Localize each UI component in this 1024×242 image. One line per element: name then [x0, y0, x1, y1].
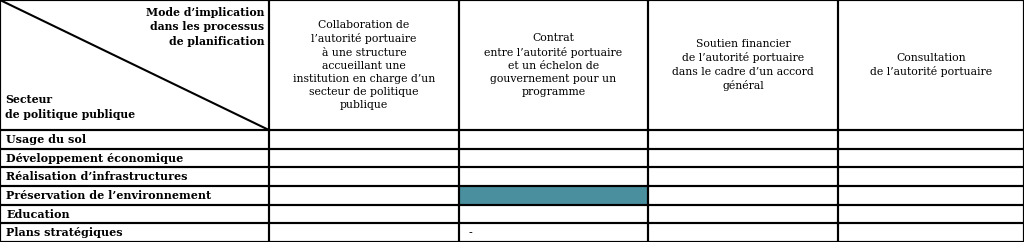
- Bar: [459, 186, 648, 205]
- Text: -: -: [469, 228, 473, 238]
- Text: Réalisation d’infrastructures: Réalisation d’infrastructures: [6, 171, 187, 182]
- Text: Mode d’implication
dans les processus
de planification: Mode d’implication dans les processus de…: [145, 7, 264, 47]
- Text: Education: Education: [6, 209, 70, 219]
- Text: Secteur
de politique publique: Secteur de politique publique: [5, 94, 135, 120]
- Text: Collaboration de
l’autorité portuaire
à une structure
accueillant une
institutio: Collaboration de l’autorité portuaire à …: [293, 20, 435, 110]
- Text: Usage du sol: Usage du sol: [6, 134, 86, 145]
- Text: Préservation de l’environnement: Préservation de l’environnement: [6, 190, 211, 201]
- Text: Consultation
de l’autorité portuaire: Consultation de l’autorité portuaire: [869, 53, 992, 77]
- Text: Plans stratégiques: Plans stratégiques: [6, 227, 123, 238]
- Text: Soutien financier
de l’autorité portuaire
dans le cadre d’un accord
général: Soutien financier de l’autorité portuair…: [672, 39, 814, 91]
- Text: Contrat
entre l’autorité portuaire
et un échelon de
gouvernement pour un
program: Contrat entre l’autorité portuaire et un…: [484, 33, 623, 97]
- Text: Développement économique: Développement économique: [6, 153, 183, 164]
